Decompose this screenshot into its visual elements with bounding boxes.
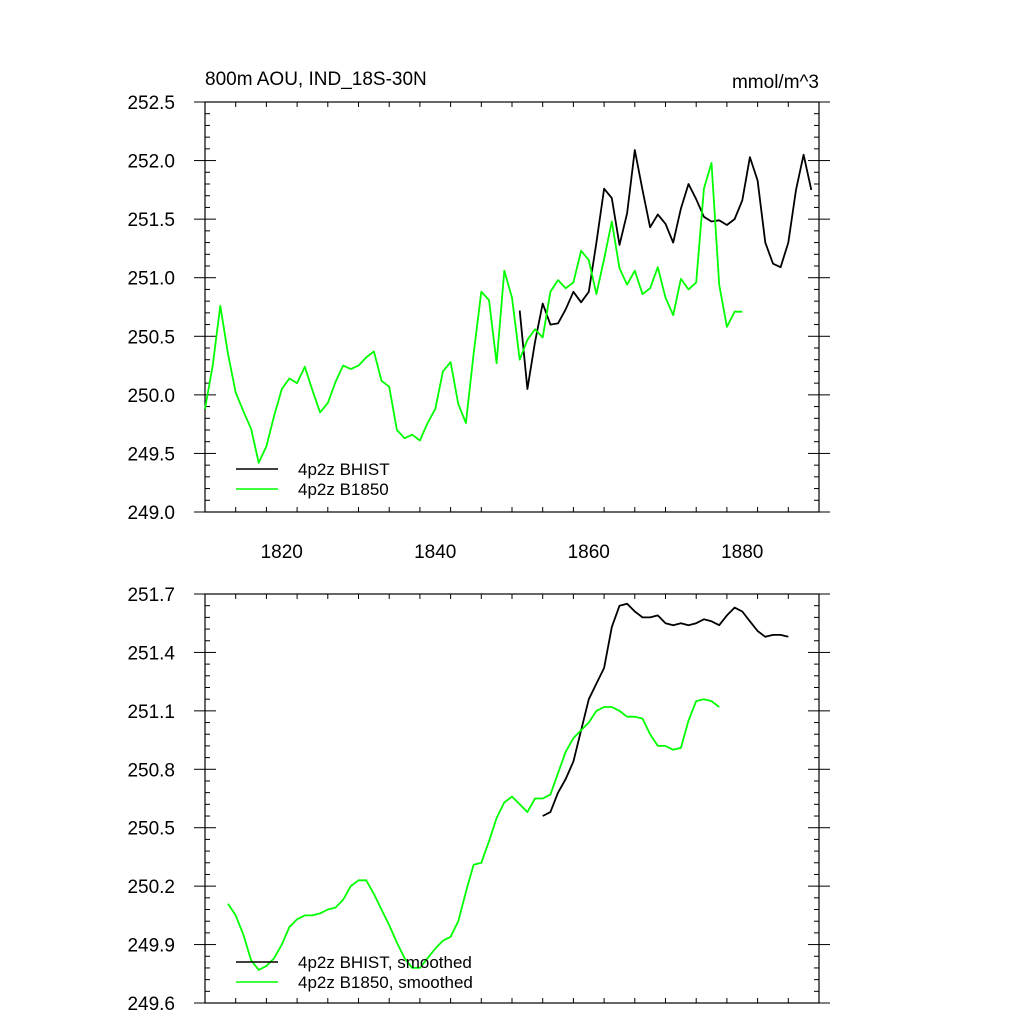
y-tick-label: 251.1 xyxy=(127,702,175,723)
legend-label: 4p2z BHIST xyxy=(298,460,390,479)
y-tick-label: 252.5 xyxy=(127,93,175,114)
units-label: mmol/m^3 xyxy=(732,72,819,93)
y-tick-label: 250.8 xyxy=(127,760,175,781)
x-tick-label: 1860 xyxy=(568,542,610,563)
x-tick-label: 1880 xyxy=(721,542,763,563)
legend-label: 4p2z B1850 xyxy=(298,480,389,499)
series-line-0 xyxy=(542,602,789,817)
plot-frame xyxy=(204,101,820,513)
bottom-panel: 249.6 249.9 250.2 250.5 250.8 251.1 251.4 251.7… xyxy=(127,585,830,1015)
y-tick-label: 250.0 xyxy=(127,386,175,407)
y-tick-label: 250.2 xyxy=(127,877,175,898)
y-tick-label: 249.5 xyxy=(127,444,175,465)
legend-label: 4p2z BHIST, smoothed xyxy=(298,953,472,972)
y-tick-label: 251.7 xyxy=(127,585,175,606)
y-tick-label: 252.0 xyxy=(127,152,175,173)
legend-label: 4p2z B1850, smoothed xyxy=(298,973,473,992)
y-tick-label: 249.6 xyxy=(127,994,175,1015)
chart-title: 800m AOU, IND_18S-30N xyxy=(205,69,427,90)
series-line-1 xyxy=(204,161,743,464)
y-tick-label: 249.0 xyxy=(127,503,175,524)
y-tick-label: 250.5 xyxy=(127,819,175,840)
plot-frame xyxy=(204,593,820,1004)
top-panel: 1820 1840 1860 1880 249.0 249.5 250.0 250.5 251.… xyxy=(127,69,830,563)
series-line-1 xyxy=(227,698,720,971)
x-tick-label: 1840 xyxy=(414,542,456,563)
y-tick-label: 251.0 xyxy=(127,269,175,290)
y-tick-label: 251.4 xyxy=(127,643,175,664)
series-line-0 xyxy=(518,149,813,390)
y-tick-label: 251.5 xyxy=(127,210,175,231)
y-tick-label: 249.9 xyxy=(127,936,175,957)
x-tick-label: 1820 xyxy=(261,542,303,563)
y-tick-label: 250.5 xyxy=(127,327,175,348)
